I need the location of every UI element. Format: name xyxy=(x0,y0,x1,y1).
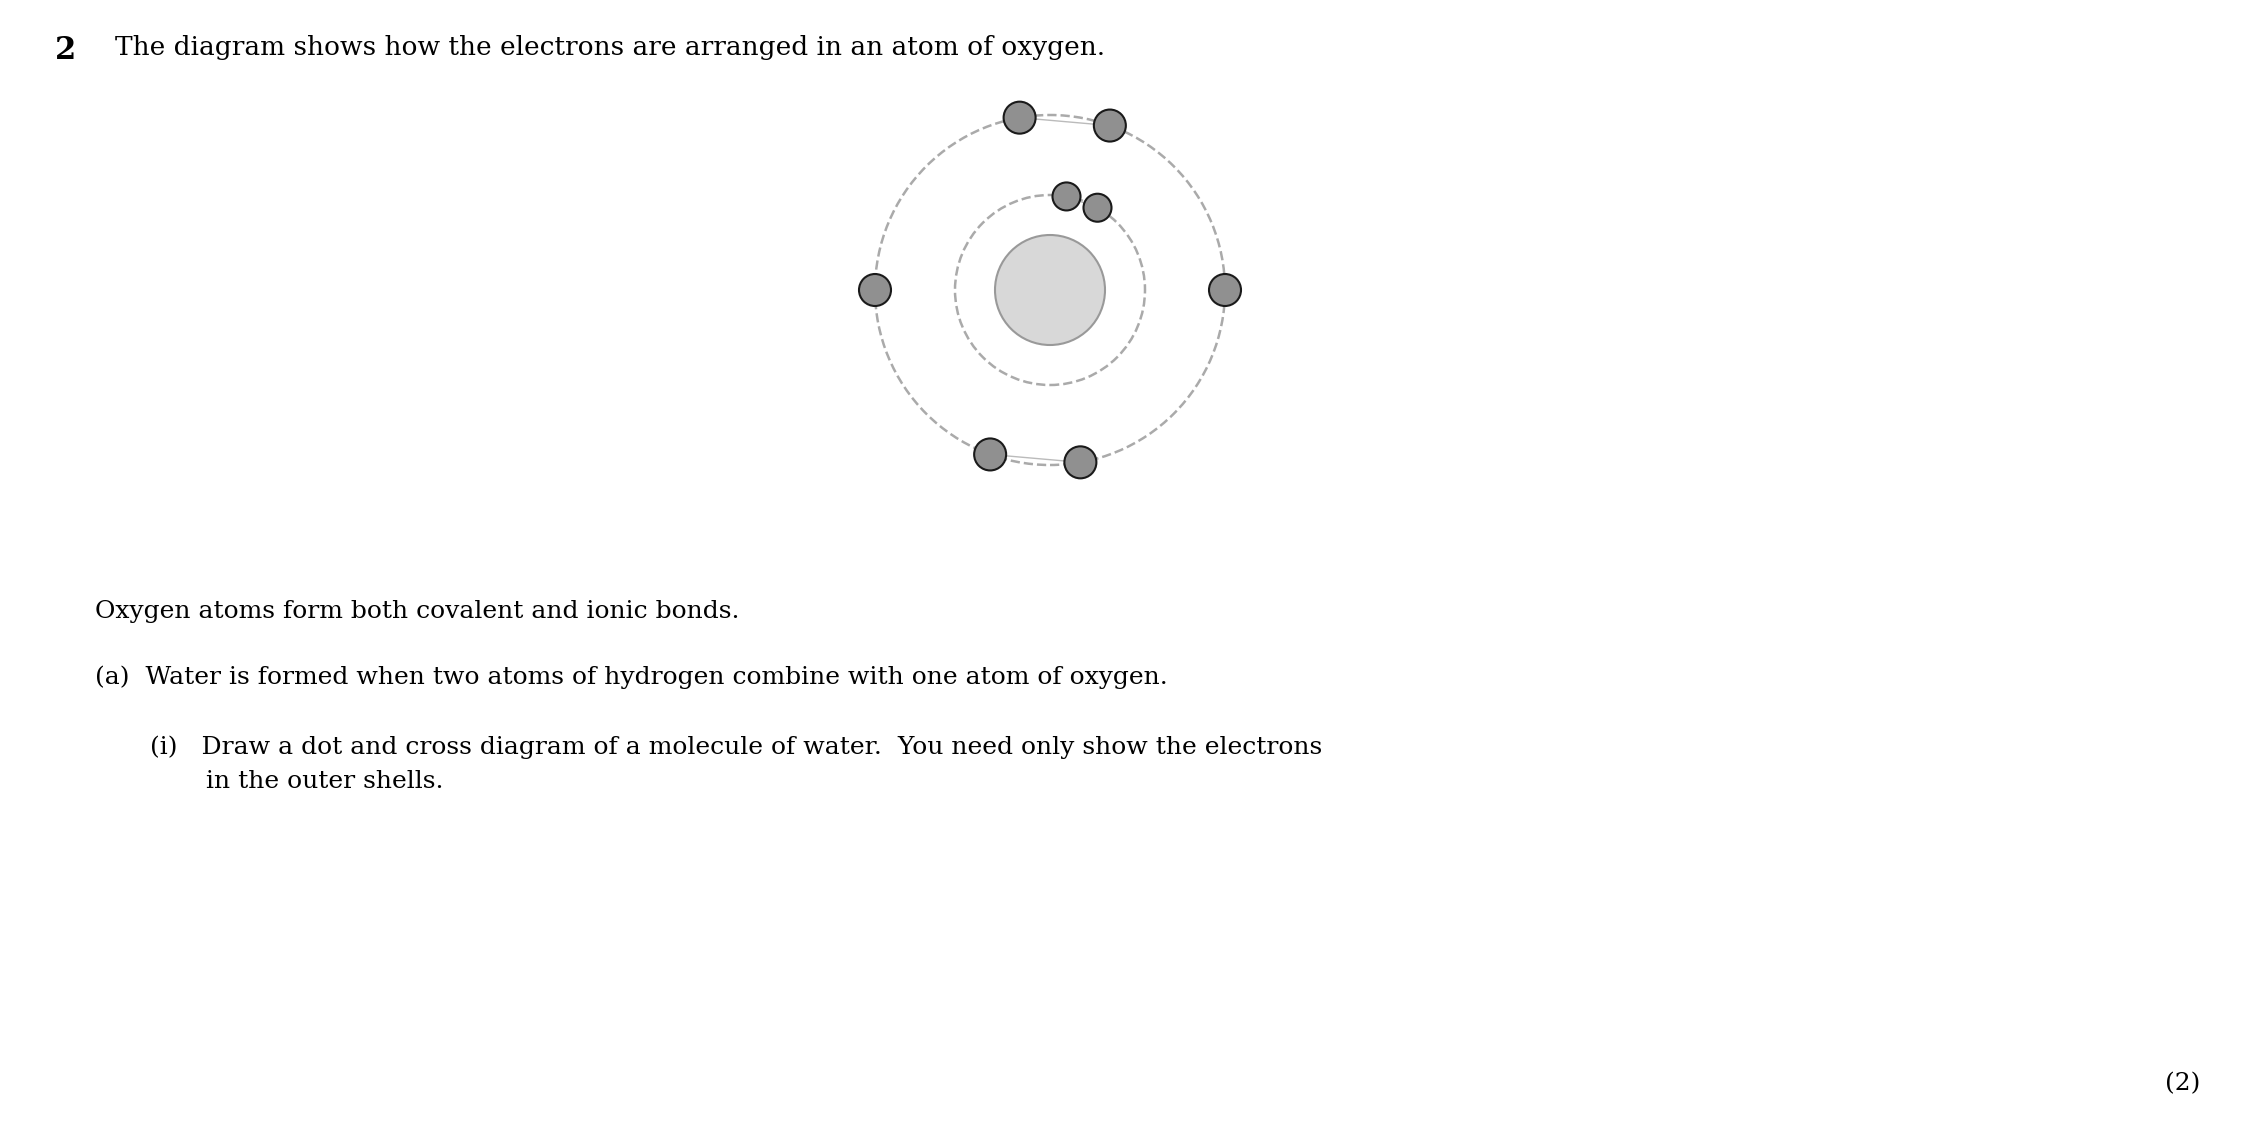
Circle shape xyxy=(1094,110,1125,141)
Circle shape xyxy=(859,273,891,306)
Circle shape xyxy=(974,438,1006,470)
Text: in the outer shells.: in the outer shells. xyxy=(151,770,444,793)
Text: (i)   Draw a dot and cross diagram of a molecule of water.  You need only show t: (i) Draw a dot and cross diagram of a mo… xyxy=(151,734,1321,758)
Text: (2): (2) xyxy=(2165,1072,2201,1095)
Text: The diagram shows how the electrons are arranged in an atom of oxygen.: The diagram shows how the electrons are … xyxy=(115,35,1105,60)
Text: Oxygen atoms form both covalent and ionic bonds.: Oxygen atoms form both covalent and ioni… xyxy=(95,600,740,623)
Circle shape xyxy=(1053,182,1080,210)
Circle shape xyxy=(1209,273,1240,306)
Text: (a)  Water is formed when two atoms of hydrogen combine with one atom of oxygen.: (a) Water is formed when two atoms of hy… xyxy=(95,664,1168,688)
Circle shape xyxy=(1082,193,1112,221)
Circle shape xyxy=(994,235,1105,345)
Circle shape xyxy=(1003,102,1035,133)
Text: 2: 2 xyxy=(54,35,77,66)
Circle shape xyxy=(1064,446,1096,478)
